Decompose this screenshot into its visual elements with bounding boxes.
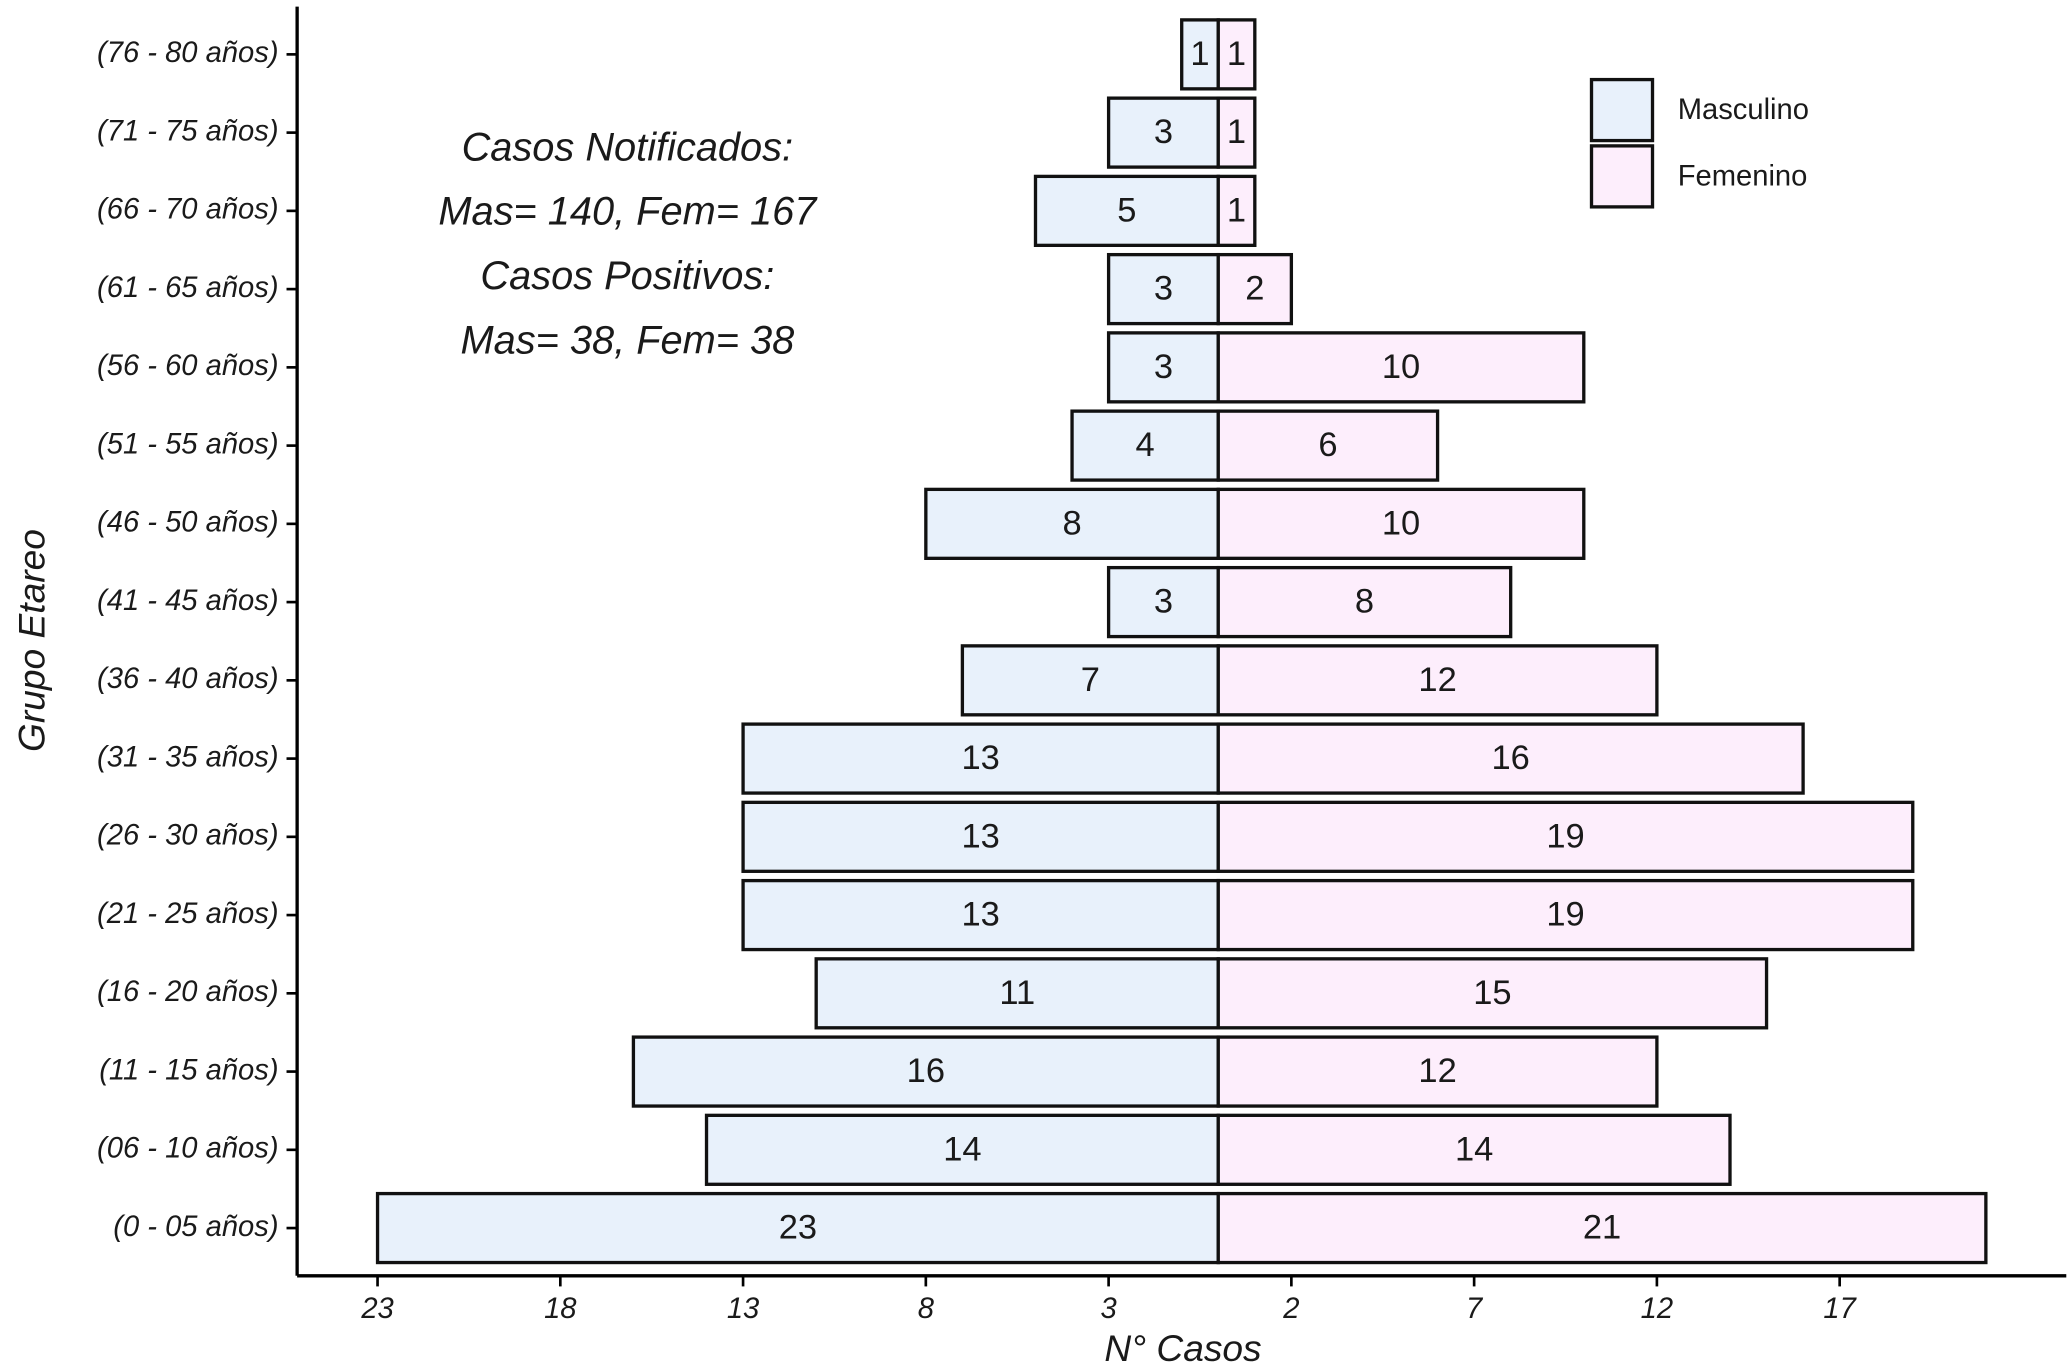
value-label: 15 — [1473, 974, 1511, 1012]
value-label: 21 — [1583, 1208, 1621, 1246]
y-tick-label: (51 - 55 años) — [97, 428, 279, 460]
y-tick-label: (0 - 05 años) — [113, 1211, 278, 1243]
bar — [1216, 644, 1659, 717]
bar — [1033, 174, 1220, 248]
value-label: 12 — [1418, 1052, 1456, 1090]
bar — [1216, 957, 1769, 1030]
value-label: 10 — [1382, 348, 1420, 386]
value-label: 23 — [779, 1208, 817, 1246]
value-label: 1 — [1190, 35, 1209, 73]
bar — [1216, 1191, 1988, 1265]
value-label: 14 — [1455, 1130, 1493, 1168]
y-tick-label: (61 - 65 años) — [97, 272, 279, 304]
y-tick-label: (66 - 70 años) — [97, 194, 279, 226]
value-label: 13 — [961, 896, 999, 934]
value-label: 19 — [1546, 896, 1584, 934]
value-label: 7 — [1081, 661, 1100, 699]
legend-key — [1589, 77, 1655, 143]
y-tick-label: (76 - 80 años) — [97, 37, 279, 69]
x-tick-label: 18 — [544, 1293, 577, 1325]
x-tick-label: 7 — [1466, 1293, 1484, 1325]
legend-label: Masculino — [1678, 94, 1809, 126]
value-label: 16 — [1492, 739, 1530, 777]
x-tick-label: 2 — [1282, 1293, 1299, 1325]
legend-label: Femenino — [1678, 160, 1808, 192]
value-label: 11 — [999, 974, 1035, 1012]
y-axis-label: Grupo Etareo — [10, 529, 52, 752]
bar — [1216, 722, 1805, 795]
y-tick-label: (06 - 10 años) — [97, 1133, 279, 1165]
value-label: 10 — [1382, 504, 1420, 542]
x-tick-label: 3 — [1100, 1293, 1116, 1325]
legend-key — [1589, 144, 1655, 209]
bar — [924, 487, 1220, 560]
value-label: 19 — [1546, 817, 1584, 855]
x-tick-label: 12 — [1641, 1293, 1673, 1325]
value-label: 1 — [1227, 35, 1246, 73]
bar — [1106, 252, 1220, 326]
y-tick-label: (26 - 30 años) — [97, 820, 279, 852]
y-tick-label: (71 - 75 años) — [97, 115, 279, 147]
bar — [631, 1035, 1220, 1108]
value-label: 3 — [1154, 348, 1173, 386]
bar — [1070, 409, 1220, 482]
bar — [1106, 565, 1220, 639]
value-label: 1 — [1227, 191, 1246, 229]
y-tick-label: (46 - 50 años) — [97, 507, 279, 539]
value-label: 4 — [1136, 426, 1155, 464]
bar — [1216, 174, 1257, 248]
y-tick-label: (11 - 15 años) — [99, 1054, 278, 1086]
y-tick-label: (31 - 35 años) — [97, 741, 279, 773]
bar — [1216, 800, 1915, 873]
y-tick-label: (41 - 45 años) — [97, 585, 279, 617]
value-label: 8 — [1062, 504, 1081, 542]
value-label: 2 — [1245, 270, 1264, 308]
value-label: 3 — [1154, 583, 1173, 621]
value-label: 8 — [1355, 583, 1374, 621]
x-tick-label: 17 — [1823, 1293, 1857, 1325]
bar — [741, 878, 1220, 952]
bar — [1216, 1113, 1732, 1186]
value-label: 12 — [1418, 661, 1456, 699]
y-tick-label: (16 - 20 años) — [97, 976, 279, 1008]
bar — [1216, 252, 1294, 326]
bar — [1216, 409, 1440, 482]
annotation: Mas= 38, Fem= 38 — [460, 318, 794, 362]
bar — [814, 957, 1220, 1030]
bar — [1106, 96, 1220, 169]
value-label: 16 — [907, 1052, 945, 1090]
x-tick-label: 23 — [360, 1293, 393, 1325]
bar — [1216, 96, 1257, 169]
bar — [1216, 565, 1513, 639]
annotation: Casos Notificados: — [462, 125, 794, 169]
value-label: 14 — [943, 1130, 981, 1168]
bar — [1216, 18, 1257, 91]
bar — [741, 722, 1220, 795]
y-tick-label: (56 - 60 años) — [97, 350, 279, 382]
value-label: 6 — [1318, 426, 1337, 464]
bar — [1106, 331, 1220, 404]
bar — [1216, 487, 1586, 560]
x-tick-label: 13 — [727, 1293, 759, 1325]
bar — [1216, 331, 1586, 404]
bar — [960, 644, 1220, 717]
value-label: 3 — [1154, 113, 1173, 151]
y-tick-label: (36 - 40 años) — [97, 663, 279, 695]
value-label: 13 — [961, 817, 999, 855]
y-tick-label: (21 - 25 años) — [97, 898, 279, 930]
annotation: Casos Positivos: — [480, 254, 774, 298]
x-tick-label: 8 — [918, 1293, 935, 1325]
bar — [1216, 1035, 1659, 1108]
x-axis-label: N° Casos — [1104, 1327, 1261, 1364]
bar — [1216, 878, 1915, 952]
annotation: Mas= 140, Fem= 167 — [438, 190, 818, 234]
value-label: 13 — [961, 739, 999, 777]
value-label: 1 — [1227, 113, 1246, 151]
value-label: 5 — [1117, 191, 1136, 229]
value-label: 3 — [1154, 270, 1173, 308]
